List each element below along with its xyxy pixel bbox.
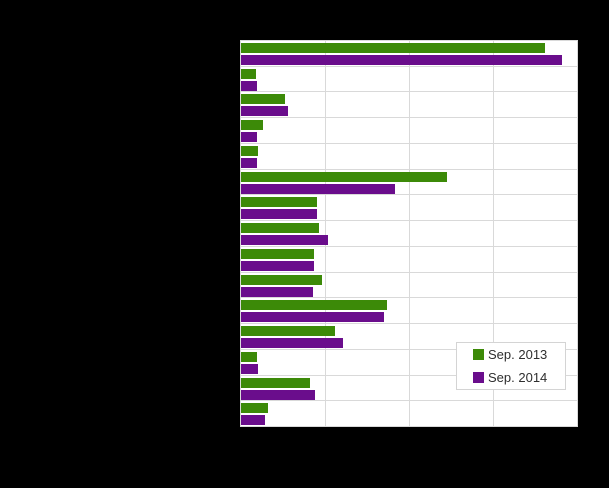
bar-sep-2014-row-15: [241, 415, 265, 426]
bar-sep-2014-row-5: [241, 157, 258, 168]
bar-sep-2013-row-5: [241, 145, 259, 156]
bar-sep-2014-row-7: [241, 209, 317, 220]
bar-row-1: [241, 41, 577, 67]
bar-sep-2013-row-9: [241, 248, 314, 259]
bar-sep-2013-row-3: [241, 94, 286, 105]
bar-row-13: [241, 350, 577, 376]
bar-sep-2014-row-9: [241, 260, 314, 271]
bar-sep-2014-row-10: [241, 286, 313, 297]
bar-sep-2013-row-4: [241, 120, 263, 131]
bar-row-7: [241, 195, 577, 222]
bar-sep-2014-row-6: [241, 183, 395, 194]
bar-sep-2014-row-8: [241, 235, 329, 246]
gridlines-layer: [241, 41, 577, 426]
bar-sep-2013-row-8: [241, 223, 319, 234]
bar-row-4: [241, 118, 577, 144]
bar-row-8: [241, 221, 577, 247]
gridline-25: [325, 41, 326, 426]
bar-sep-2013-row-2: [241, 68, 257, 79]
legend-swatch-sep-2013-icon: [473, 349, 484, 360]
bar-sep-2014-row-13: [241, 363, 259, 374]
bar-sep-2013-row-7: [241, 197, 317, 208]
bar-row-6: [241, 170, 577, 196]
bar-row-3: [241, 92, 577, 119]
bar-sep-2014-row-2: [241, 80, 258, 91]
legend-item-sep-2014: Sep. 2014: [473, 371, 565, 384]
gridline-75: [493, 41, 494, 426]
plot-area: Sep. 2013 Sep. 2014: [240, 40, 578, 427]
bar-sep-2013-row-1: [241, 43, 546, 53]
bar-sep-2014-row-1: [241, 55, 562, 65]
bar-row-15: [241, 401, 577, 426]
bar-row-9: [241, 247, 577, 273]
bar-sep-2013-row-12: [241, 326, 336, 337]
gridline-50: [409, 41, 410, 426]
bar-sep-2014-row-4: [241, 132, 258, 143]
bar-sep-2013-row-13: [241, 351, 258, 362]
bar-row-2: [241, 67, 577, 93]
bar-row-14: [241, 376, 577, 402]
bar-row-5: [241, 144, 577, 170]
bar-sep-2014-row-3: [241, 106, 289, 117]
bar-sep-2013-row-6: [241, 171, 447, 182]
bar-sep-2013-row-10: [241, 274, 322, 285]
bar-row-12: [241, 324, 577, 350]
legend-label-sep-2014: Sep. 2014: [488, 370, 548, 385]
bar-sep-2013-row-14: [241, 377, 310, 388]
bar-row-10: [241, 273, 577, 299]
bar-sep-2014-row-12: [241, 338, 344, 349]
bar-sep-2013-row-15: [241, 403, 268, 414]
bar-sep-2014-row-14: [241, 389, 315, 400]
legend-label-sep-2013: Sep. 2013: [488, 347, 548, 362]
bar-row-11: [241, 298, 577, 325]
legend: Sep. 2013 Sep. 2014: [456, 342, 566, 390]
legend-item-sep-2013: Sep. 2013: [473, 348, 565, 361]
legend-swatch-sep-2014-icon: [473, 372, 484, 383]
bar-sep-2014-row-11: [241, 312, 385, 323]
bar-sep-2013-row-11: [241, 300, 388, 311]
bar-rows-container: [241, 41, 577, 426]
